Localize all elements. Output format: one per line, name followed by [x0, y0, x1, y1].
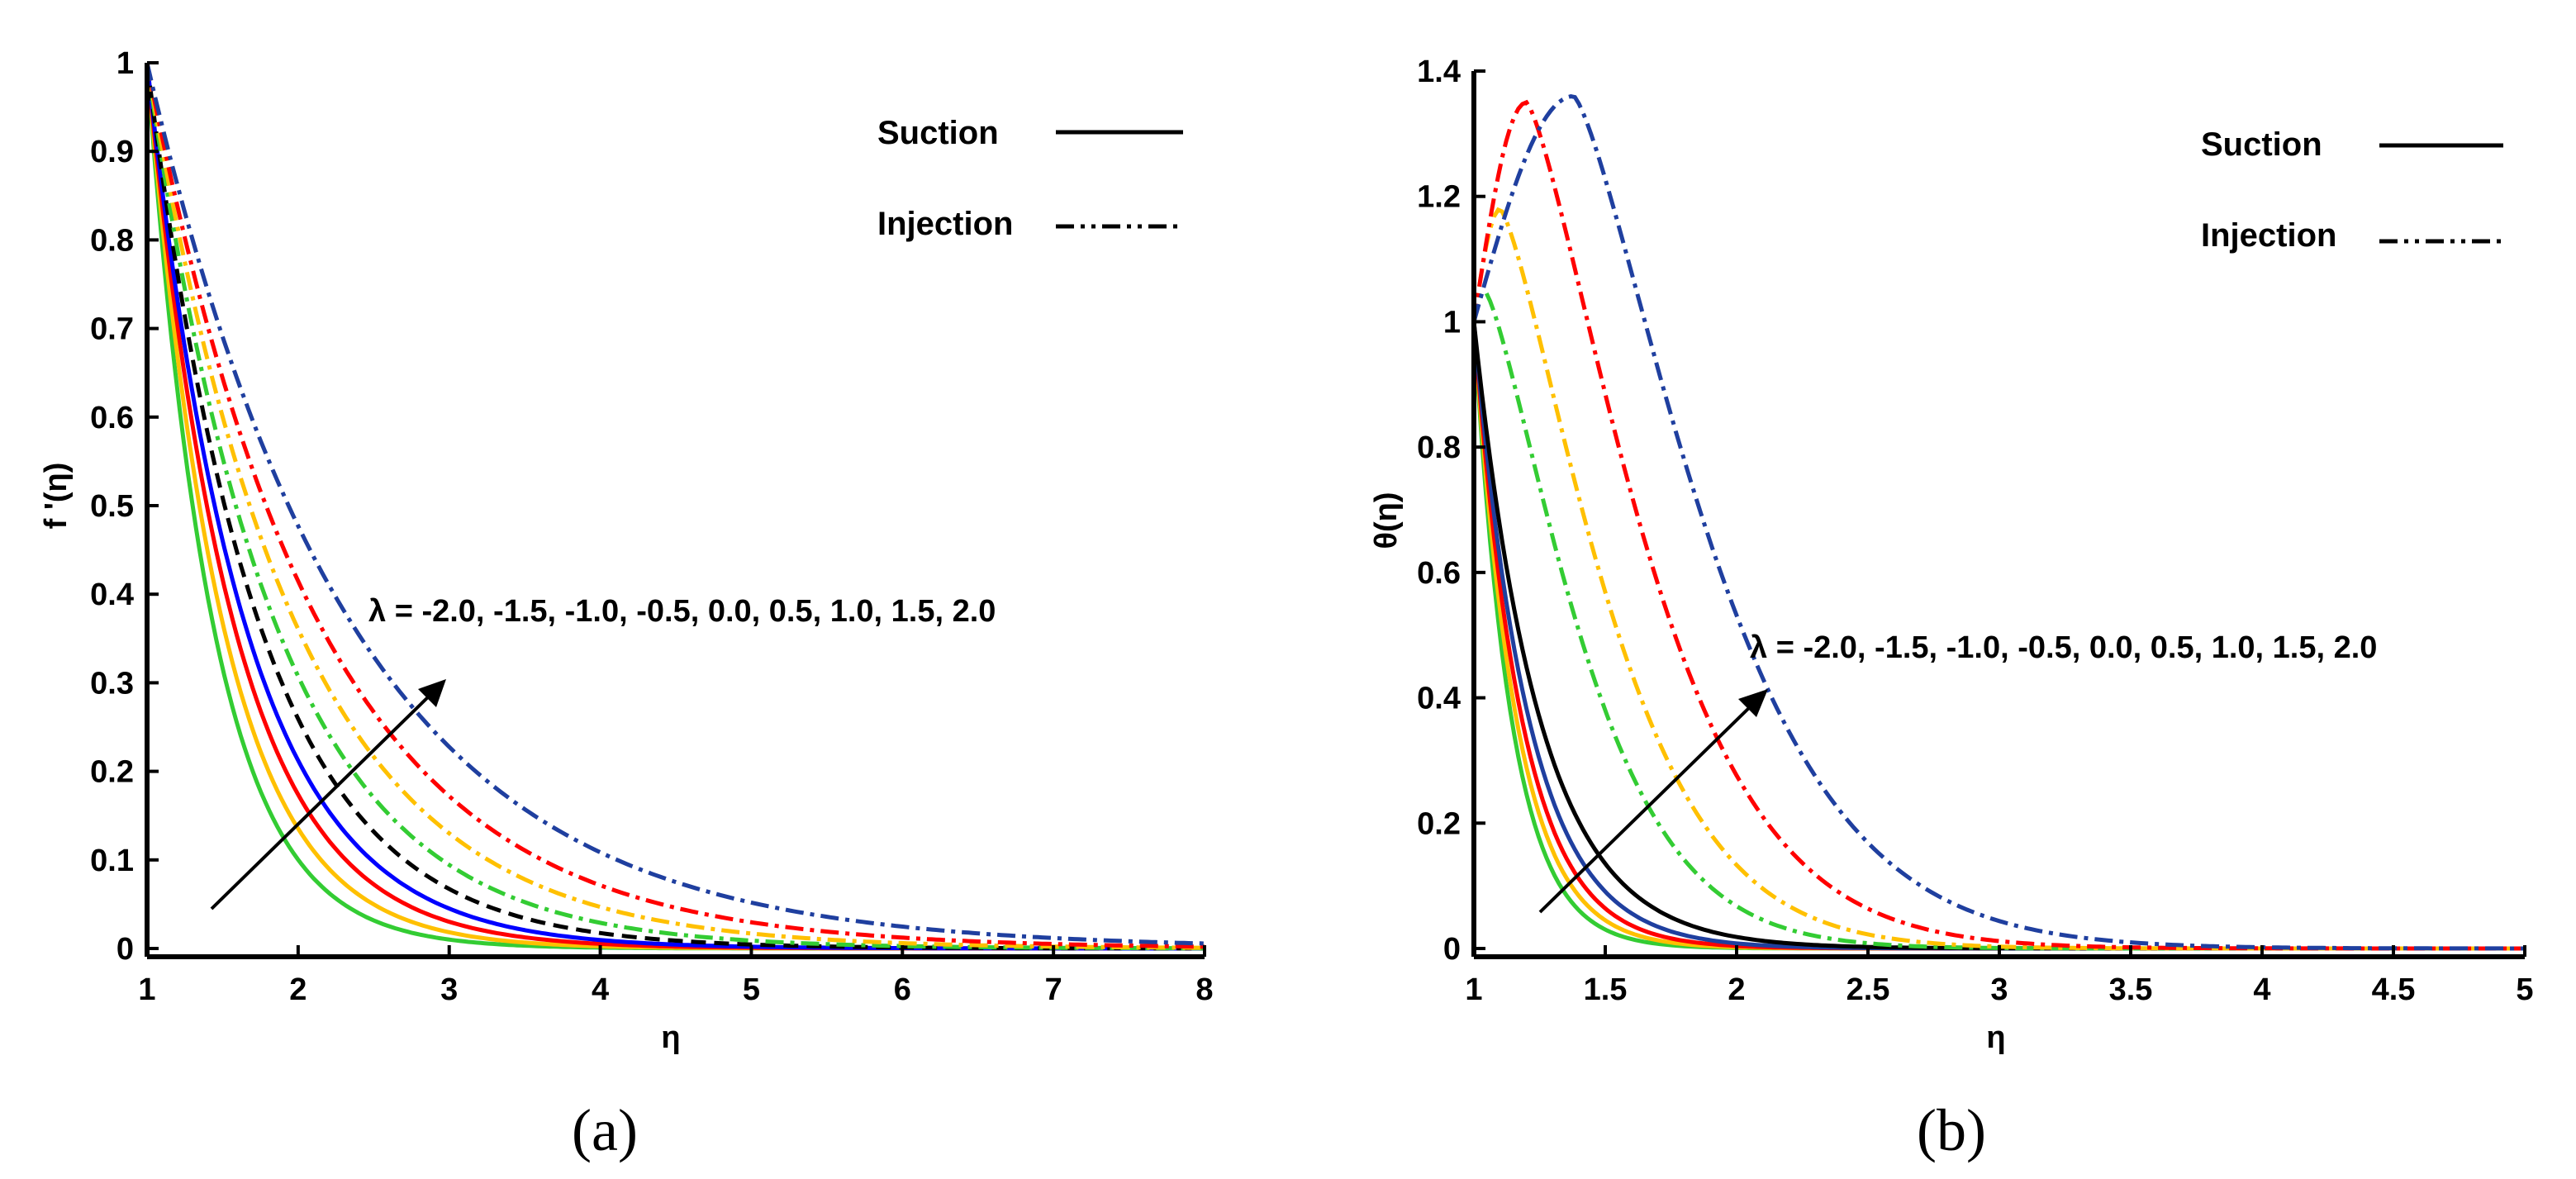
- panel-b-y-tick-label: 0: [1443, 932, 1461, 967]
- panel-a-legend-injection-label: Injection: [877, 206, 1013, 242]
- panel-a: 0 0.1 0.2 0.3 0.4 0.5 0.6 0.7 0.8 0.9 1 1 2 3 4 5 6 7 8 η…: [39, 46, 1214, 1163]
- panel-b-x-tick-label: 2.5: [1846, 972, 1890, 1007]
- panel-b-x-tick-label: 2: [1728, 972, 1745, 1007]
- panel-a-y-tick-label: 0.7: [90, 312, 134, 347]
- panel-b-x-label: η: [1986, 1020, 2005, 1055]
- panel-b-y-ticks: 0 0.2 0.4 0.6 0.8 1 1.2 1.4: [1417, 55, 1485, 967]
- panel-b-x-tick-label: 4.5: [2372, 972, 2416, 1007]
- panel-b-x-tick-label: 3: [1990, 972, 2008, 1007]
- panel-a-y-tick-label: 0.9: [90, 135, 134, 169]
- panel-a-y-label: f '(η): [39, 463, 74, 530]
- panel-a-y-tick-label: 1: [116, 46, 134, 81]
- panel-a-x-tick-label: 5: [743, 972, 760, 1007]
- panel-a-y-tick-label: 0.6: [90, 401, 134, 435]
- panel-a-series-2.0-line: [145, 62, 1205, 946]
- panel-b-trend-arrow: [1538, 701, 1756, 914]
- panel-a-x-tick-label: 7: [1045, 972, 1062, 1007]
- panel-a-trend-arrowhead: [418, 679, 446, 707]
- panel-b-x-tick-label: 1.5: [1584, 972, 1628, 1007]
- panel-b-x-tick-label: 4: [2253, 972, 2270, 1007]
- panel-a-trend-arrow: [210, 689, 436, 910]
- panel-b-trend-arrowhead: [1738, 689, 1768, 717]
- panel-a-series-1.5-line: [145, 62, 1205, 949]
- panel-a-x-ticks: 1 2 3 4 5 6 7 8: [138, 945, 1214, 1007]
- panel-b-x-tick-label: 1: [1465, 972, 1482, 1007]
- panel-a-series-1.0-line: [145, 62, 1205, 950]
- panel-b-y-label: θ(η): [1369, 492, 1404, 549]
- panel-a-x-tick-label: 3: [440, 972, 458, 1007]
- panel-b-series-1.0-line: [1471, 207, 2525, 951]
- panel-b-lambda-annotation: λ = -2.0, -1.5, -1.0, -0.5, 0.0, 0.5, 1.…: [1750, 630, 2377, 665]
- panel-a-y-ticks: 0 0.1 0.2 0.3 0.4 0.5 0.6 0.7 0.8 0.9 1: [90, 46, 159, 967]
- panel-b: 0 0.2 0.4 0.6 0.8 1 1.2 1.4 1 1.5 2 2.5 3 3.5 4 4.5 5 η…: [1369, 55, 2534, 1163]
- panel-a-x-tick-label: 6: [894, 972, 911, 1007]
- panel-b-series-2.0-line: [1471, 94, 2525, 951]
- panel-b-x-tick-label: 5: [2516, 972, 2533, 1007]
- panel-b-y-tick-label: 1.2: [1417, 180, 1461, 215]
- panel-b-y-tick-label: 0.6: [1417, 556, 1461, 591]
- panel-a-x-tick-label: 4: [592, 972, 609, 1007]
- panel-a-y-tick-label: 0.4: [90, 578, 134, 612]
- panel-a-x-tick-label: 8: [1195, 972, 1213, 1007]
- panel-a-y-tick-label: 0: [116, 932, 134, 967]
- panel-b-x-ticks: 1 1.5 2 2.5 3 3.5 4 4.5 5: [1465, 945, 2534, 1007]
- panel-a-y-tick-label: 0.3: [90, 666, 134, 701]
- panel-b-legend-injection-label: Injection: [2201, 217, 2336, 254]
- panel-a-y-tick-label: 0.8: [90, 223, 134, 258]
- panel-a-x-tick-label: 1: [138, 972, 155, 1007]
- panel-b-y-tick-label: 1: [1443, 305, 1461, 340]
- panel-b-y-tick-label: 1.4: [1417, 55, 1461, 89]
- panel-a-x-tick-label: 2: [289, 972, 307, 1007]
- panel-a-series-0.5-line: [145, 62, 1205, 951]
- panel-b-label: (b): [1917, 1097, 1986, 1163]
- panel-b-series-0.5-line: [1471, 290, 2525, 951]
- panel-b-x-tick-label: 3.5: [2109, 972, 2153, 1007]
- panel-b-y-tick-label: 0.2: [1417, 806, 1461, 841]
- panel-a-x-label: η: [661, 1020, 680, 1055]
- panel-a-y-tick-label: 0.2: [90, 755, 134, 790]
- panel-b-y-tick-label: 0.8: [1417, 430, 1461, 465]
- panel-b-y-tick-label: 0.4: [1417, 682, 1461, 716]
- panel-a-lambda-annotation: λ = -2.0, -1.5, -1.0, -0.5, 0.0, 0.5, 1.…: [368, 594, 996, 629]
- panel-a-label: (a): [572, 1097, 638, 1163]
- panel-a-legend-suction-label: Suction: [877, 115, 999, 151]
- panel-a-curves: [145, 62, 1205, 951]
- panel-a-y-tick-label: 0.1: [90, 844, 134, 878]
- panel-b-legend-suction-label: Suction: [2201, 126, 2322, 163]
- panel-a-y-tick-label: 0.5: [90, 489, 134, 524]
